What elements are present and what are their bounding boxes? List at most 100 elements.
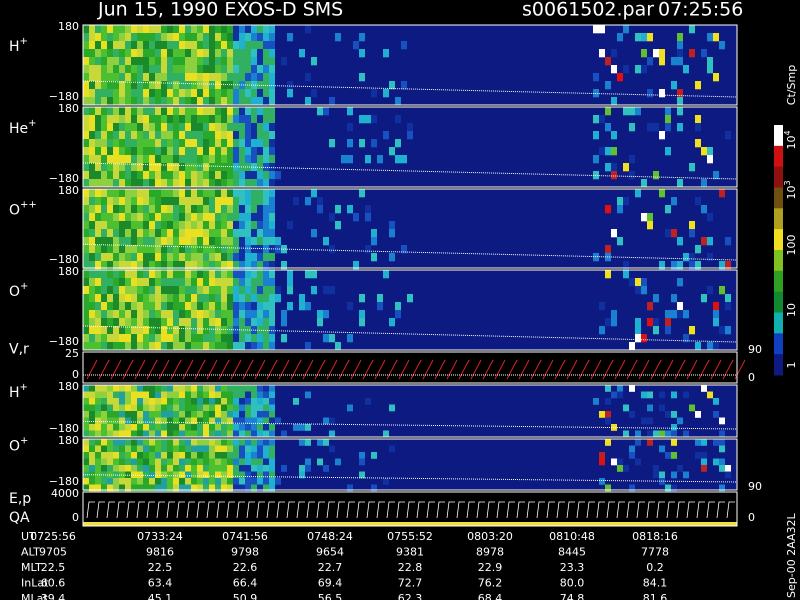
spectrogram-cell (209, 478, 215, 485)
spectrogram-cell (233, 89, 239, 98)
spectrogram-cell (137, 417, 143, 425)
spectrogram-cell (203, 123, 209, 132)
spectrogram-cell (197, 81, 203, 90)
spectrogram-cell (605, 417, 611, 425)
spectrogram-cell (239, 478, 245, 485)
spectrogram-cell (209, 65, 215, 74)
spectrogram-cell (191, 189, 197, 198)
spectrogram-cell (257, 484, 263, 492)
spectrogram-cell (119, 445, 125, 453)
spectrogram-cell (239, 411, 245, 418)
spectrogram-cell (95, 270, 101, 279)
y-tick-label: 180 (58, 434, 79, 447)
spectrogram-cell (335, 221, 341, 230)
spectrogram-cell (203, 417, 209, 425)
spectrogram-cell (83, 385, 89, 392)
spectrogram-cell (107, 229, 113, 238)
spectrogram-cell (245, 253, 251, 262)
spectrogram-cell (263, 326, 269, 335)
spectrogram-cell (197, 131, 203, 140)
spectrogram-cell (251, 205, 257, 214)
spectrogram-cell (125, 205, 131, 214)
spectrogram-cell (137, 57, 143, 66)
spectrogram-cell (155, 65, 161, 74)
spectrogram-cell (137, 33, 143, 42)
spectrogram-cell (89, 57, 95, 66)
spectrogram-cell (359, 294, 365, 303)
spectrogram-cell (653, 465, 659, 472)
spectrogram-cell (221, 430, 227, 438)
spectrogram-cell (221, 398, 227, 405)
spectrogram-cell (131, 417, 137, 425)
spectrogram-cell (221, 33, 227, 42)
spectrogram-cell (653, 294, 659, 303)
spectrogram-cell (593, 73, 599, 82)
spectrogram-cell (149, 391, 155, 399)
colorbar-tick-label: 10 (785, 303, 798, 317)
spectrogram-cell (269, 424, 275, 431)
spectrogram-cell (89, 73, 95, 82)
spectrogram-cell (257, 439, 263, 446)
spectrogram-cell (89, 471, 95, 479)
spectrogram-cell (269, 253, 275, 262)
spectrogram-cell (191, 430, 197, 438)
spectrogram-cell (179, 155, 185, 164)
spectrogram-cell (167, 229, 173, 238)
spectrogram-cell (635, 107, 641, 116)
spectrogram-cell (251, 253, 257, 262)
spectrogram-cell (185, 25, 191, 34)
spectrogram-cell (629, 155, 635, 164)
spectrogram-cell (197, 391, 203, 399)
spectrogram-cell (143, 334, 149, 343)
spectrogram-cell (683, 471, 689, 479)
spectrogram-cell (179, 131, 185, 140)
spectrogram-cell (725, 465, 731, 472)
spectrogram-cell (245, 57, 251, 66)
spectrogram-cell (83, 25, 89, 34)
colorbar-tick-exp: 4 (783, 130, 792, 135)
spectrogram-cell (257, 73, 263, 82)
spectrogram-cell (233, 197, 239, 206)
spectrogram-cell (197, 33, 203, 42)
spectrogram-cell (215, 41, 221, 50)
spectrogram-cell (299, 302, 305, 311)
spectrogram-cell (161, 237, 167, 246)
spectrogram-cell (185, 445, 191, 453)
spectrogram-cell (239, 205, 245, 214)
spectrogram-cell (107, 484, 113, 492)
colorbar-tick-label: 104 (783, 130, 799, 149)
spectrogram-cell (695, 123, 701, 132)
spectrogram-cell (113, 439, 119, 446)
spectrogram-cell (287, 270, 293, 279)
spectrogram-cell (275, 237, 281, 246)
spectrogram-cell (215, 171, 221, 180)
spectrogram-cell (89, 424, 95, 431)
spectrogram-cell (215, 310, 221, 319)
spectrogram-cell (215, 107, 221, 116)
spectrogram-cell (95, 65, 101, 74)
spectrogram-cell (89, 41, 95, 50)
spectrogram-cell (107, 452, 113, 459)
spectrogram-cell (167, 342, 173, 351)
spectrogram-cell (269, 391, 275, 399)
spectrogram-cell (131, 81, 137, 90)
spectrogram-cell (401, 41, 407, 50)
spectrogram-cell (107, 385, 113, 392)
spectrogram-cell (305, 25, 311, 34)
spectrogram-cell (131, 278, 137, 287)
spectrogram-cell (317, 205, 323, 214)
spectrogram-cell (125, 89, 131, 98)
spectrogram-cell (167, 81, 173, 90)
spectrogram-cell (713, 33, 719, 42)
spectrogram-cell (233, 171, 239, 180)
spectrogram-cell (137, 115, 143, 124)
spectrogram-cell (215, 270, 221, 279)
spectrogram-cell (227, 398, 233, 405)
spectrogram-cell (203, 310, 209, 319)
spectrogram-cell (251, 278, 257, 287)
spectrogram-cell (701, 147, 707, 156)
spectrogram-cell (221, 385, 227, 392)
spectrogram-cell (203, 229, 209, 238)
spectrogram-cell (233, 25, 239, 34)
spectrogram-cell (269, 261, 275, 270)
